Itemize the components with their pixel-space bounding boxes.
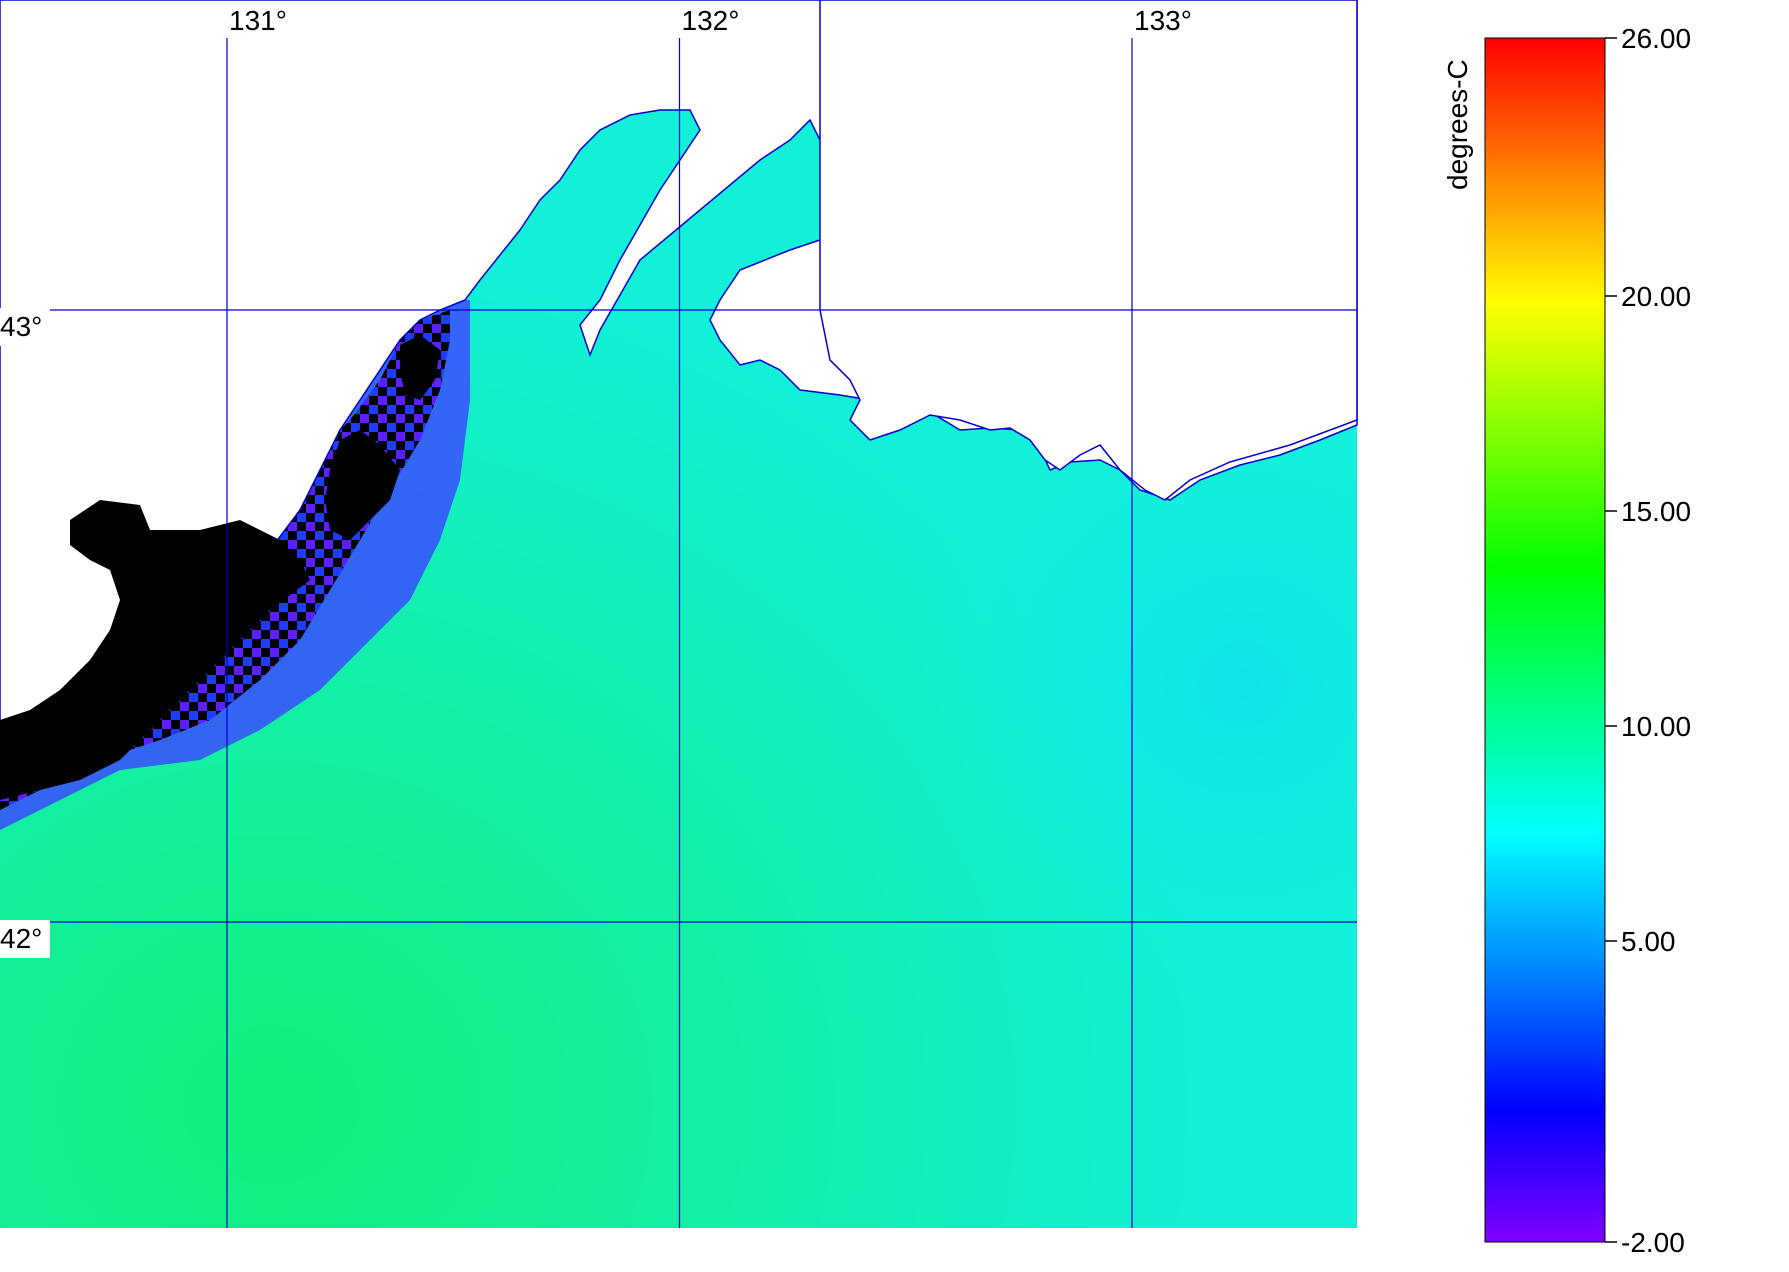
land-east-coast — [819, 0, 1358, 501]
colorbar-tick-label: 10.00 — [1621, 711, 1691, 742]
colorbar-tick-label: 5.00 — [1621, 926, 1676, 957]
longitude-label: 133° — [1134, 5, 1192, 36]
graticule-labels: 131° 132° 133° 43° 42° — [0, 5, 1192, 958]
colorbar-ramp — [1484, 37, 1606, 1243]
latitude-label-bg — [0, 920, 50, 958]
cloud-patch-west — [0, 500, 310, 800]
colorbar-tick-label: 20.00 — [1621, 281, 1691, 312]
colorbar-tick-label: -2.00 — [1621, 1227, 1685, 1258]
latitude-label: 42° — [0, 923, 42, 954]
longitude-label: 132° — [682, 5, 740, 36]
latitude-label: 43° — [0, 311, 42, 342]
graticule — [50, 38, 1357, 1228]
cloud-patch-north — [325, 430, 400, 540]
latitude-label-bg — [0, 308, 50, 346]
cloud-patch-top — [400, 335, 440, 400]
colorbar-title: degrees-C — [1442, 59, 1473, 190]
colorbar-tick-label: 15.00 — [1621, 496, 1691, 527]
longitude-label: 131° — [229, 5, 287, 36]
colorbar-tick-label: 26.00 — [1621, 23, 1691, 54]
colorbar-ticks: 26.00 20.00 15.00 10.00 5.00 -2.00 — [1605, 23, 1691, 1258]
